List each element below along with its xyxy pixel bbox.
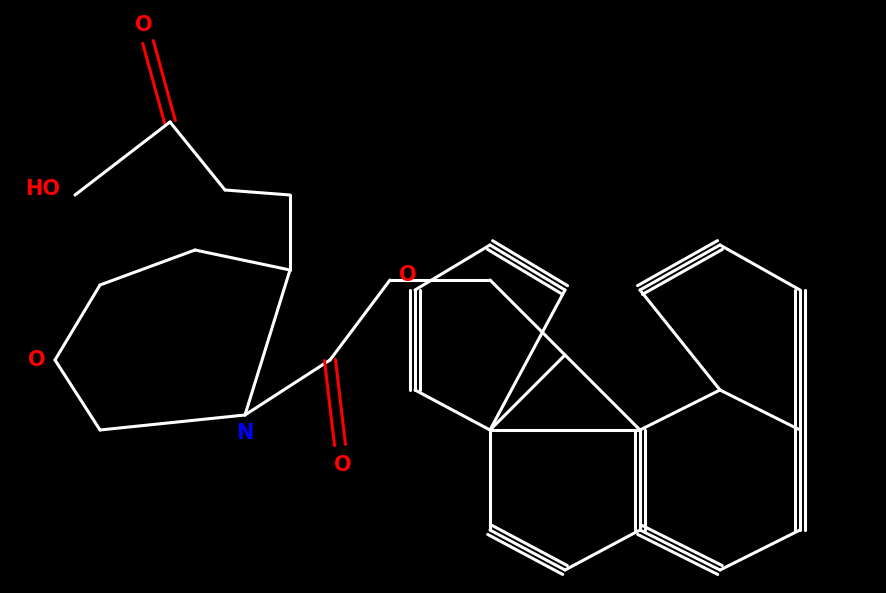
- Text: O: O: [28, 350, 46, 370]
- Text: N: N: [236, 423, 253, 443]
- Text: O: O: [399, 265, 416, 285]
- Text: HO: HO: [26, 179, 60, 199]
- Text: O: O: [334, 455, 352, 475]
- Text: O: O: [135, 15, 152, 35]
